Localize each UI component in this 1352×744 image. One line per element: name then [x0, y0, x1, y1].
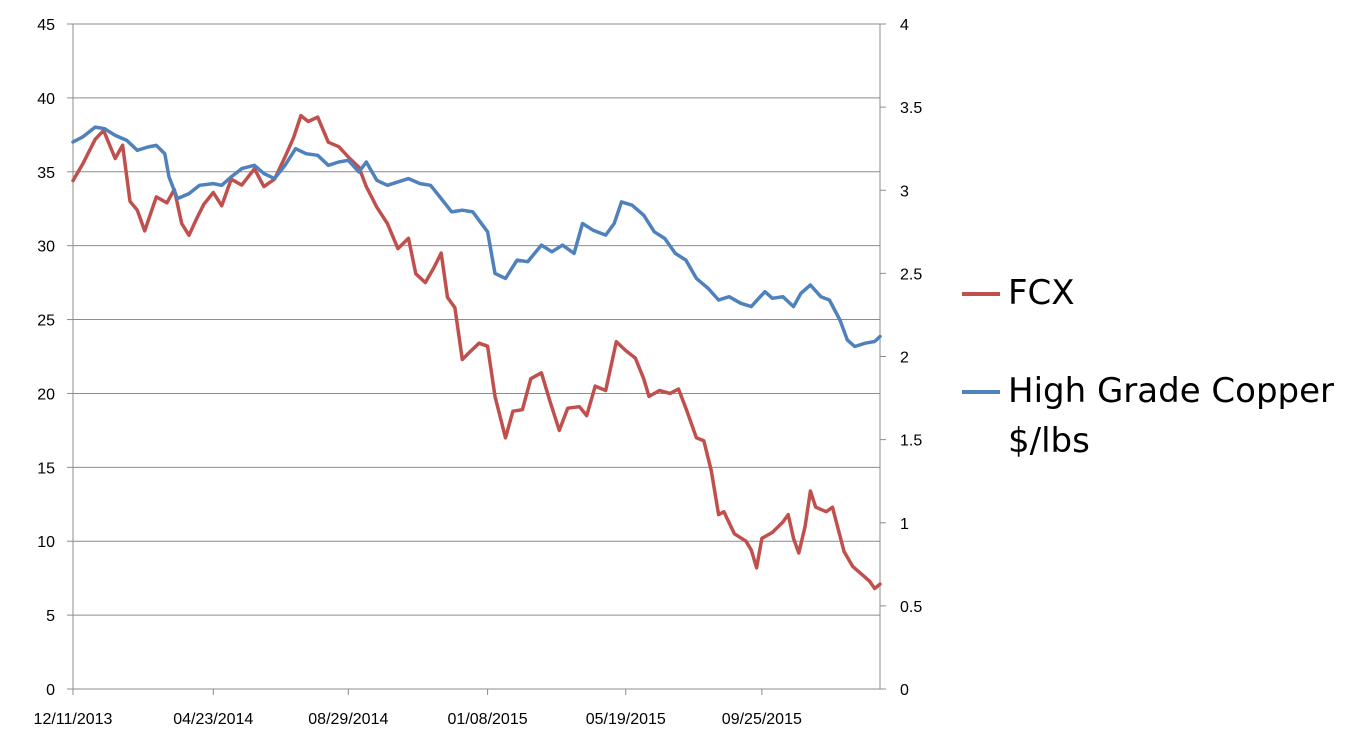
x-tick-label: 04/23/2014	[173, 711, 253, 728]
x-tick-label: 12/11/2013	[34, 711, 113, 728]
right-tick-label: 2	[900, 350, 909, 367]
right-tick-label: 1.5	[900, 433, 922, 450]
legend-swatch-copper	[962, 390, 1000, 394]
left-tick-label: 5	[46, 608, 55, 625]
axes	[67, 23, 886, 695]
legend-swatch-fcx	[962, 292, 1000, 296]
right-tick-label: 2.5	[900, 266, 922, 283]
right-axis-tick-labels: 0 0.5 1 1.5 2 2.5 3 3.5 4	[900, 17, 922, 699]
left-tick-label: 20	[37, 386, 55, 403]
legend-label-fcx: FCX	[1008, 273, 1075, 313]
x-tick-label: 09/25/2015	[722, 711, 802, 728]
left-tick-label: 35	[37, 165, 55, 182]
gridlines	[73, 23, 880, 616]
x-axis-tick-labels: 12/11/2013 04/23/2014 08/29/2014 01/08/2015…	[34, 711, 802, 728]
x-tick-label: 08/29/2014	[308, 711, 388, 728]
left-tick-label: 40	[37, 91, 55, 108]
series-line-copper	[71, 125, 882, 349]
x-tick-label: 05/19/2015	[586, 711, 666, 728]
right-tick-label: 3.5	[900, 100, 922, 117]
right-tick-label: 0.5	[900, 599, 922, 616]
legend-item-copper: High Grade Copper $/lbs	[962, 366, 1342, 466]
left-axis-tick-labels: 0 5 10 15 20 25 30 35 40 45	[37, 17, 55, 699]
left-tick-label: 25	[37, 313, 55, 330]
left-tick-label: 0	[46, 682, 55, 699]
left-tick-label: 15	[37, 460, 55, 477]
x-tick-label: 01/08/2015	[448, 711, 528, 728]
left-tick-label: 10	[37, 534, 55, 551]
right-tick-label: 3	[900, 183, 909, 200]
right-tick-label: 1	[900, 516, 909, 533]
left-tick-label: 30	[37, 239, 55, 256]
series-lines	[71, 113, 882, 591]
right-tick-label: 0	[900, 682, 909, 699]
left-tick-label: 45	[37, 17, 55, 34]
right-tick-label: 4	[900, 17, 909, 34]
series-line-fcx	[71, 113, 882, 591]
legend: FCX High Grade Copper $/lbs	[962, 268, 1342, 514]
legend-label-copper: High Grade Copper $/lbs	[1008, 371, 1335, 461]
legend-item-fcx: FCX	[962, 268, 1342, 318]
